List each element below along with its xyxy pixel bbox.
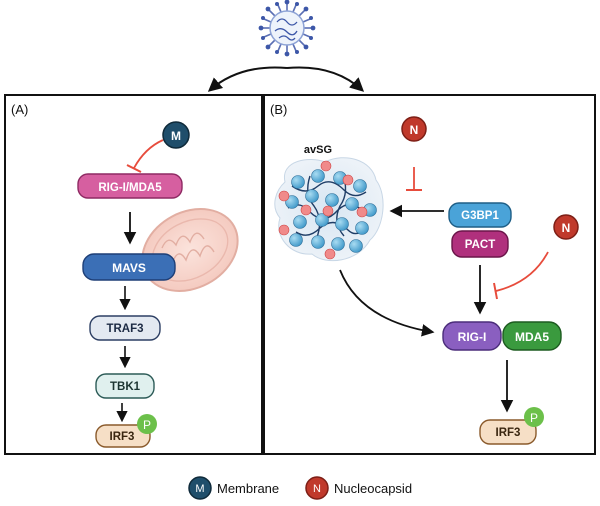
node-traf3: TRAF3: [89, 315, 161, 341]
phospho-badge-b: P: [524, 407, 544, 427]
node-mavs: MAVS: [82, 253, 176, 281]
node-rig-i-label: RIG-I: [458, 330, 487, 344]
mitochondrion-icon: [141, 208, 239, 292]
nucleocapsid-badge-right: N: [553, 214, 579, 240]
inhibit-m-rig: [133, 139, 164, 169]
legend-nucleocapsid-badge-text: N: [313, 483, 321, 495]
node-pact: PACT: [451, 230, 509, 258]
avsg-label: avSG: [304, 144, 332, 156]
panel-b-label: (B): [270, 102, 287, 117]
node-irf3-b: IRF3: [479, 419, 537, 445]
legend-membrane-label: Membrane: [217, 481, 279, 496]
panel-a-label: (A): [11, 102, 28, 117]
membrane-badge-a-text: M: [171, 129, 181, 143]
virus-icon: [258, 0, 316, 57]
node-rig-mda5: RIG-I/MDA5: [77, 173, 183, 199]
legend-membrane-badge: M: [188, 476, 212, 500]
membrane-badge-a: M: [162, 121, 190, 149]
panel-b-frame: [263, 94, 596, 455]
stress-granule-icon: [274, 157, 384, 262]
node-rig-i: RIG-I: [442, 321, 502, 351]
node-mavs-label: MAVS: [112, 261, 146, 275]
node-traf3-label: TRAF3: [106, 323, 143, 335]
panel-a-frame: [4, 94, 263, 455]
node-irf3-a-label: IRF3: [110, 431, 135, 443]
inhibit-n-rig: [495, 251, 549, 292]
phospho-badge-a-text: P: [143, 418, 151, 432]
node-g3bp1-label: G3BP1: [461, 210, 499, 222]
node-irf3-a: IRF3: [95, 424, 151, 448]
inhibit-n-rig-bar: [493, 282, 498, 300]
node-tbk1-label: TBK1: [110, 381, 141, 393]
node-mda5: MDA5: [502, 321, 562, 351]
legend-nucleocapsid-label: Nucleocapsid: [334, 481, 412, 496]
inhibit-m-rig-bar: [126, 164, 142, 173]
nucleocapsid-badge-top: N: [401, 116, 427, 142]
nucleocapsid-badge-right-text: N: [562, 221, 571, 235]
node-rig-mda5-label: RIG-I/MDA5: [98, 182, 162, 194]
arrow-avsg-rig: [339, 269, 435, 337]
phospho-badge-a: P: [137, 414, 157, 434]
legend-membrane-badge-text: M: [195, 483, 204, 495]
split-arrow-right: [286, 66, 365, 92]
node-g3bp1: G3BP1: [448, 202, 512, 228]
node-mda5-label: MDA5: [515, 330, 549, 344]
split-arrow-left: [207, 66, 288, 92]
nucleocapsid-badge-top-text: N: [410, 123, 419, 137]
phospho-badge-b-text: P: [530, 411, 538, 425]
node-irf3-b-label: IRF3: [496, 427, 521, 439]
node-pact-label: PACT: [465, 239, 495, 251]
node-tbk1: TBK1: [95, 373, 155, 399]
legend-nucleocapsid-badge: N: [305, 476, 329, 500]
legend: M Membrane N Nucleocapsid: [188, 476, 412, 500]
